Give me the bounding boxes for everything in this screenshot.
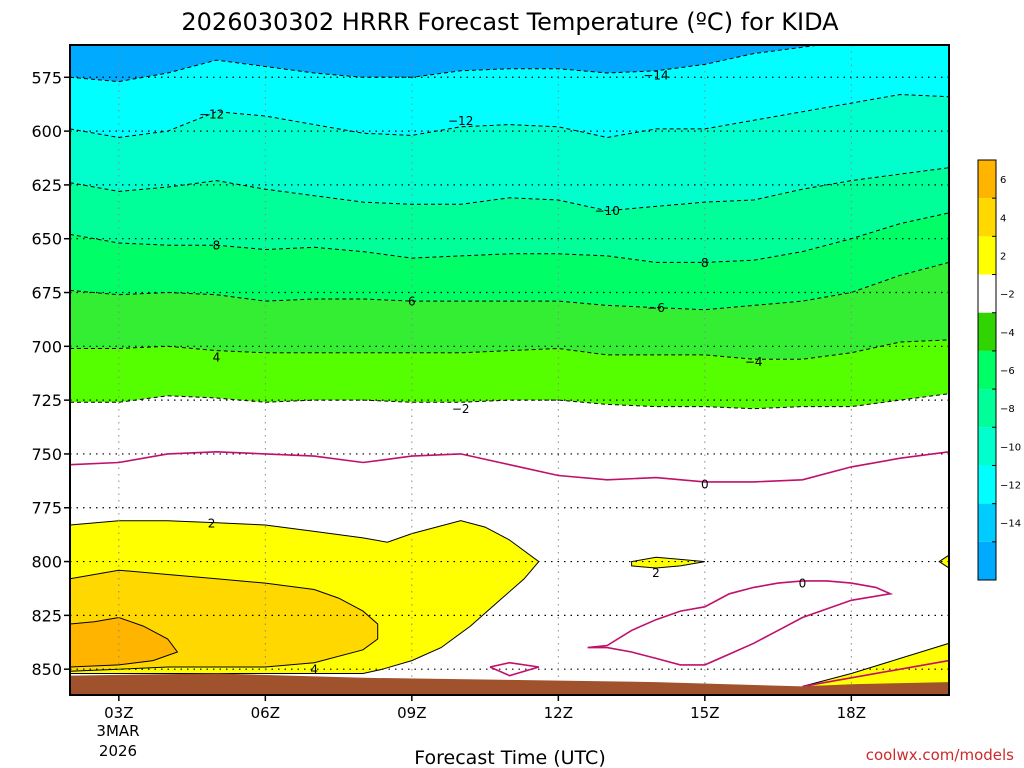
x-axis-label: Forecast Time (UTC)	[414, 747, 605, 768]
isotherm-zero	[70, 450, 949, 483]
temperature-bands	[70, 45, 949, 695]
contour-label-3: −10	[595, 204, 620, 218]
x-axis-ticks: 03Z 06Z 09Z 12Z 15Z 18Z	[104, 695, 866, 722]
contour-label-5: 8	[701, 256, 709, 270]
y-tick-label-625: 625	[31, 176, 62, 195]
colorbar-swatch-10	[978, 541, 996, 580]
y-tick-label-825: 825	[31, 606, 62, 625]
temp-band-2	[70, 94, 949, 211]
contour-label-13: 2	[208, 516, 216, 530]
colorbar: 6 4 2 −2 −4 −6 −8 −10 −12 −14	[977, 159, 1021, 581]
x-tick-label-1: 06Z	[251, 704, 280, 722]
colorbar-label-4: −4	[1000, 328, 1015, 339]
contour-label-6: 6	[408, 295, 416, 309]
y-tick-label-650: 650	[31, 230, 62, 249]
colorbar-swatch-3	[978, 274, 996, 313]
gridlines	[70, 45, 949, 695]
colorbar-label-5: −6	[1000, 366, 1015, 377]
y-axis-ticks: 575 600 625 650 675 700 725 750 775 800 825 850	[31, 68, 70, 679]
temp-band-4	[70, 212, 949, 310]
x-date-line2: 2026	[99, 742, 137, 760]
contour-label-14: 2	[652, 566, 660, 580]
isotherm-zero-loop	[587, 580, 894, 666]
ground-fill	[70, 673, 949, 695]
isotherm-m12	[70, 93, 949, 139]
y-tick-label-750: 750	[31, 445, 62, 464]
x-tick-label-4: 15Z	[690, 704, 719, 722]
y-tick-label-775: 775	[31, 499, 62, 518]
isotherm-m8	[70, 212, 949, 263]
temp-band-5	[70, 262, 949, 360]
y-tick-label-725: 725	[31, 391, 62, 410]
y-tick-label-575: 575	[31, 68, 62, 87]
isotherm-zero-lower	[802, 659, 949, 688]
contour-label-0: −14	[643, 69, 668, 83]
isotherm-m14	[70, 45, 823, 83]
colorbar-frame	[977, 159, 997, 581]
chart-title: 2026030302 HRRR Forecast Temperature (ºC…	[181, 8, 839, 36]
colorbar-label-1: 4	[1000, 213, 1006, 224]
colorbar-label-6: −8	[1000, 404, 1015, 415]
warm-region-2c-edge	[938, 554, 949, 569]
temp-band-3	[70, 167, 949, 263]
contour-label-10: −2	[452, 402, 470, 416]
colorbar-swatch-9	[978, 503, 996, 542]
isotherm-zero-small	[489, 661, 540, 677]
ground-surface	[70, 673, 949, 695]
temp-band-0	[70, 45, 820, 82]
contour-labels: −14 −12 −12 −10 8 8 6 −6 4 −4 −2 0 0 2 2 4	[199, 69, 807, 677]
x-tick-label-2: 09Z	[397, 704, 426, 722]
colorbar-label-2: 2	[1000, 251, 1006, 262]
plot-area: −14 −12 −12 −10 8 8 6 −6 4 −4 −2 0 0 2 2 4	[70, 45, 949, 695]
contour-label-15: 4	[310, 663, 318, 677]
contour-label-7: −6	[647, 301, 665, 315]
colorbar-swatch-7	[978, 427, 996, 466]
colorbar-swatch-4	[978, 312, 996, 351]
colorbar-swatch-6	[978, 389, 996, 428]
x-date-line1: 3MAR	[96, 722, 139, 740]
warm-region-2c-small	[631, 556, 705, 569]
isotherm-m10	[70, 167, 949, 212]
contour-label-12: 0	[799, 577, 807, 591]
contour-label-1: −12	[199, 107, 224, 121]
x-tick-label-3: 12Z	[544, 704, 573, 722]
y-tick-label-850: 850	[31, 660, 62, 679]
colorbar-swatch-0	[978, 160, 996, 199]
colorbar-label-8: −12	[1000, 481, 1021, 492]
colorbar-swatch-1	[978, 198, 996, 237]
contour-lines	[70, 45, 949, 688]
colorbar-label-7: −10	[1000, 442, 1021, 453]
contour-label-9: −4	[745, 355, 763, 369]
colorbar-label-3: −2	[1000, 290, 1015, 301]
credit-text: coolwx.com/models	[866, 746, 1014, 764]
warm-region-6c	[70, 616, 179, 668]
contour-label-8: 4	[213, 351, 221, 365]
colorbar-label-9: −14	[1000, 519, 1021, 530]
y-tick-label-675: 675	[31, 284, 62, 303]
x-tick-label-0: 03Z	[104, 704, 133, 722]
x-tick-label-5: 18Z	[837, 704, 866, 722]
temp-band-1	[70, 45, 949, 138]
colorbar-swatch-2	[978, 236, 996, 275]
contour-label-4: 8	[213, 239, 221, 253]
y-tick-label-700: 700	[31, 337, 62, 356]
colorbar-swatch-5	[978, 350, 996, 390]
colorbar-label-0: 6	[1000, 175, 1006, 186]
plot-frame	[69, 44, 950, 696]
contour-label-11: 0	[701, 478, 709, 492]
y-tick-label-800: 800	[31, 553, 62, 572]
colorbar-swatch-8	[978, 465, 996, 504]
contour-label-2: −12	[448, 114, 473, 128]
y-tick-label-600: 600	[31, 122, 62, 141]
